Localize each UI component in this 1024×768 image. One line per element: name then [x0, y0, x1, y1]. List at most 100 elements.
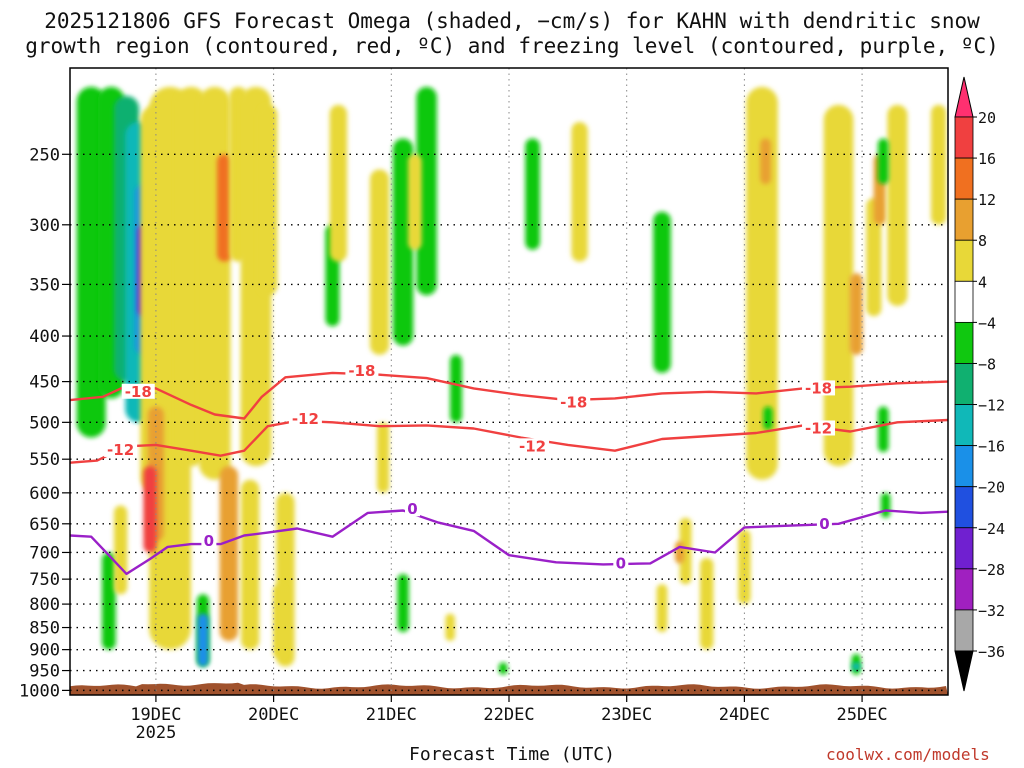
- contour-label-4: -12: [107, 441, 134, 459]
- colorbar-swatch-4: [954, 280, 974, 323]
- omega-cell-10: [175, 86, 207, 467]
- contour-label-bg-11: [816, 515, 832, 531]
- contour-lines: [70, 371, 948, 576]
- omega-cell-20: [240, 479, 260, 650]
- omega-cell-30: [450, 354, 463, 423]
- colorbar-swatch-10: [954, 527, 974, 570]
- contour-label-bg-6: [516, 438, 550, 454]
- x-axis-title: Forecast Time (UTC): [409, 744, 615, 765]
- omega-cell-32: [397, 573, 409, 633]
- omega-cell-43: [746, 86, 778, 480]
- omega-cell-53: [880, 492, 891, 518]
- contour-label-bg-1: [345, 363, 379, 379]
- colorbar-label-13: −36: [978, 643, 1005, 661]
- colorbar-swatch-6: [954, 363, 974, 405]
- omega-cell-47: [866, 198, 882, 317]
- omega-cell-41: [699, 557, 714, 650]
- omega-cell-56: [763, 406, 773, 430]
- contour-label-8: 0: [204, 532, 214, 550]
- y-tick-label-900: 900: [29, 641, 60, 661]
- colorbar-label-4: 4: [978, 273, 987, 291]
- omega-cell-11: [198, 86, 231, 480]
- colorbar-label-2: 12: [978, 191, 996, 209]
- colorbar-label-11: −28: [978, 561, 1005, 579]
- omega-cell-12: [216, 154, 232, 262]
- contour-label-3: -18: [805, 379, 832, 397]
- y-tick-label-500: 500: [29, 413, 60, 433]
- colorbar-swatch-7: [954, 404, 974, 447]
- y-axis: 2503003504004505005506006507007508008509…: [19, 145, 70, 701]
- x-tick-label-23: 23DEC: [601, 705, 652, 725]
- y-tick-label-550: 550: [29, 450, 60, 470]
- contour-line-1: [70, 418, 948, 464]
- omega-cell-40: [656, 584, 668, 633]
- omega-cell-45: [823, 104, 854, 467]
- colorbar: 20 16 12 8 4 −4 −8 −12 −16 −20 −24 −28 −32 −36: [954, 76, 1005, 692]
- contour-label-bg-3: [802, 380, 836, 396]
- grid-lines: [70, 68, 948, 695]
- y-tick-label-350: 350: [29, 275, 60, 295]
- colorbar-swatch-11: [954, 568, 974, 611]
- omega-cell-23: [273, 584, 286, 659]
- omega-cell-36: [571, 122, 588, 262]
- colorbar-bottom-arrow: [954, 650, 974, 692]
- contour-label-bg-7: [802, 420, 836, 436]
- omega-cell-34: [498, 662, 508, 675]
- colorbar-label-6: −8: [978, 355, 996, 373]
- omega-cell-49: [887, 104, 908, 306]
- x-tick-label-21: 21DEC: [366, 705, 417, 725]
- contour-label-0: -18: [125, 383, 152, 401]
- y-tick-label-250: 250: [29, 145, 60, 165]
- x-tick-label-22: 22DEC: [483, 705, 534, 725]
- omega-cell-46: [849, 273, 863, 355]
- contour-label-bg-10: [613, 555, 629, 571]
- colorbar-top-arrow: [954, 76, 974, 118]
- y-tick-label-650: 650: [29, 515, 60, 535]
- colorbar-label-0: 20: [978, 109, 996, 127]
- omega-cell-44: [760, 138, 771, 185]
- colorbar-swatch-3: [954, 239, 974, 282]
- y-tick-label-600: 600: [29, 484, 60, 504]
- omega-cell-37: [653, 211, 671, 373]
- omega-cell-31: [376, 422, 390, 493]
- omega-cell-33: [445, 613, 455, 641]
- y-tick-label-800: 800: [29, 595, 60, 615]
- y-tick-label-400: 400: [29, 327, 60, 347]
- omega-cell-51: [877, 138, 889, 185]
- contour-line-0: [70, 371, 948, 420]
- omega-cell-42: [738, 529, 751, 605]
- contour-label-bg-5: [288, 411, 322, 427]
- contour-label-2: -18: [560, 394, 587, 412]
- contour-label-6: -12: [519, 437, 546, 455]
- x-tick-label-19: 19DEC: [130, 705, 181, 725]
- y-tick-label-750: 750: [29, 570, 60, 590]
- colorbar-swatch-0: [954, 116, 974, 159]
- omega-cell-50: [930, 104, 947, 225]
- colorbar-label-5: −4: [978, 314, 996, 332]
- contour-label-9: 0: [407, 500, 417, 518]
- omega-cell-38: [679, 517, 692, 585]
- omega-cell-17: [113, 505, 128, 595]
- credit-text: coolwx.com/models: [826, 745, 990, 764]
- contour-label-bg-8: [201, 533, 217, 549]
- omega-cell-22: [258, 104, 278, 296]
- contour-label-bg-9: [404, 501, 420, 517]
- colorbar-label-10: −24: [978, 520, 1005, 538]
- colorbar-label-1: 16: [978, 150, 996, 168]
- contour-label-bg-0: [121, 383, 155, 399]
- colorbar-label-8: −16: [978, 438, 1005, 456]
- y-tick-label-450: 450: [29, 373, 60, 393]
- omega-cell-52: [877, 406, 889, 453]
- colorbar-label-12: −32: [978, 602, 1005, 620]
- omega-cell-55: [851, 662, 861, 671]
- colorbar-swatch-5: [954, 321, 974, 364]
- surface-fill: [70, 682, 948, 695]
- contour-label-bg-4: [104, 441, 138, 457]
- x-tick-label-25: 25DEC: [836, 705, 887, 725]
- omega-cell-16: [101, 552, 116, 650]
- contour-label-11: 0: [819, 515, 829, 533]
- colorbar-label-3: 8: [978, 232, 987, 250]
- contour-label-5: -12: [292, 410, 319, 428]
